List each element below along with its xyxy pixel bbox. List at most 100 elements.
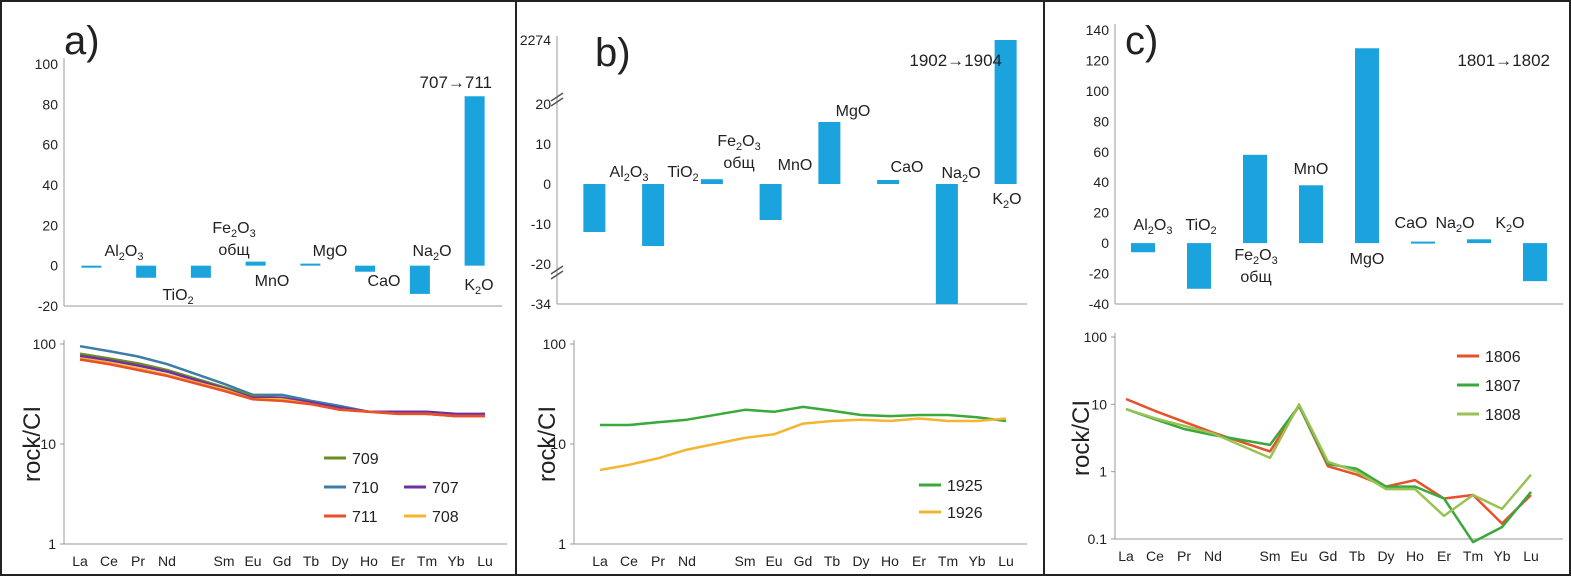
bar-category-label: MgO xyxy=(1350,251,1385,268)
legend-label-1925: 1925 xyxy=(947,478,983,495)
line-x-tick-label: Lu xyxy=(998,553,1014,569)
bar-y-tick-label: 2274 xyxy=(520,32,551,48)
line-x-tick-label: Lu xyxy=(477,553,493,569)
bar-CaO xyxy=(877,180,900,184)
line-x-tick-label: La xyxy=(72,553,88,569)
line-x-tick-label: Er xyxy=(1437,548,1451,564)
line-x-tick-label: Pr xyxy=(131,553,145,569)
bar-category-label: K2O xyxy=(992,191,1021,211)
bar-Na2O xyxy=(1467,239,1491,244)
line-x-tick-label: Dy xyxy=(331,553,348,569)
bar-category-label: MgO xyxy=(836,103,871,120)
line-x-tick-label: Ho xyxy=(881,553,899,569)
bar-category-label: Al2O3 xyxy=(610,164,649,184)
transition-annotation: 1902→1904 xyxy=(909,51,1002,70)
line-x-tick-label: Gd xyxy=(794,553,813,569)
line-x-tick-label: Sm xyxy=(214,553,235,569)
bar-y-tick-label: 100 xyxy=(35,56,59,72)
legend-label-1926: 1926 xyxy=(947,505,983,522)
bar-y-tick-label: 140 xyxy=(1086,22,1110,38)
line-y-tick-label: 100 xyxy=(543,336,567,352)
bar-y-tick-label: 0 xyxy=(1101,235,1109,251)
bar-K2O xyxy=(994,40,1017,184)
bar-y-tick-label: 80 xyxy=(1093,113,1109,129)
bar-category-label: TiO2 xyxy=(1185,217,1216,237)
bar-Na2O xyxy=(935,184,958,304)
bar-Fe2O3-общ xyxy=(1243,154,1267,244)
line-x-tick-label: Ho xyxy=(360,553,378,569)
bar-category-label: Fe2O3 xyxy=(212,220,255,240)
line-x-tick-label: La xyxy=(1118,548,1134,564)
bar-Na2O xyxy=(409,265,430,294)
bar-y-tick-label: 0 xyxy=(50,258,58,274)
panel-label: c) xyxy=(1125,19,1158,63)
bar-y-tick-label: 10 xyxy=(535,136,551,152)
bar-category-label: K2O xyxy=(464,277,493,297)
bar-y-tick-label: 60 xyxy=(1093,144,1109,160)
line-x-tick-label: Eu xyxy=(765,553,782,569)
bar-MgO xyxy=(818,122,841,184)
line-x-tick-label: Pr xyxy=(1177,548,1191,564)
bar-Al2O3 xyxy=(81,265,102,268)
bar-MnO xyxy=(245,261,266,266)
series-line-709 xyxy=(79,352,486,418)
line-x-tick-label: Nd xyxy=(678,553,696,569)
bar-Fe2O3-общ xyxy=(700,179,723,184)
bar-y-tick-label: 20 xyxy=(1093,205,1109,221)
line-x-tick-label: Tb xyxy=(824,553,841,569)
legend-label-711: 711 xyxy=(352,509,378,526)
bar-TiO2 xyxy=(642,184,665,246)
bar-CaO xyxy=(355,265,376,272)
bar-category-label: Na2O xyxy=(1435,215,1474,235)
series-line-710 xyxy=(79,344,486,418)
bar-MnO xyxy=(759,184,782,220)
line-y-tick-label: 0.1 xyxy=(1088,531,1108,547)
bar-MnO xyxy=(1299,185,1323,244)
bar-y-tick-label: -34 xyxy=(531,296,551,312)
line-x-tick-label: Sm xyxy=(1260,548,1281,564)
bar-K2O xyxy=(464,96,485,266)
bar-category-label: Fe2O3 xyxy=(1234,247,1277,267)
bar-TiO2 xyxy=(136,265,157,278)
line-x-tick-label: Ce xyxy=(100,553,118,569)
panel-a-chart: -20 0 20 40 60 80 100 Al2O3 TiO2 Fe2O3 общ MnO MgO Ca… xyxy=(19,19,507,569)
bar-y-tick-label: 120 xyxy=(1086,52,1110,68)
line-y-tick-label: 100 xyxy=(33,336,57,352)
legend-label-1807: 1807 xyxy=(1485,378,1521,395)
bar-category-label-extra: общ xyxy=(1240,269,1271,286)
bar-CaO xyxy=(1411,241,1435,244)
bar-y-tick-label: 0 xyxy=(543,176,551,192)
bar-y-tick-label: 40 xyxy=(42,177,58,193)
line-x-tick-label: Sm xyxy=(735,553,756,569)
line-x-tick-label: Tm xyxy=(938,553,958,569)
bar-category-label: TiO2 xyxy=(667,164,698,184)
line-y-tick-label: 100 xyxy=(1084,329,1108,345)
legend-label-707: 707 xyxy=(432,480,459,497)
bar-y-tick-label: -40 xyxy=(1089,296,1109,312)
bar-category-label: Na2O xyxy=(941,165,980,185)
panel-c: -40 -20 0 20 40 60 80 100 120 140 Al2O3 TiO2 Fe2O3 об… xyxy=(1043,0,1571,576)
panel-b-chart: -34 -20 -10 0 10 20 2274 Al2O3 TiO2 Fe2O3 общ MnO Mg… xyxy=(520,31,1027,569)
line-x-tick-label: Er xyxy=(391,553,405,569)
line-x-tick-label: Lu xyxy=(1523,548,1539,564)
line-x-tick-label: Nd xyxy=(158,553,176,569)
axis-break-mark xyxy=(550,265,564,275)
bar-category-label: TiO2 xyxy=(162,287,193,307)
line-x-tick-label: Gd xyxy=(1319,548,1338,564)
bar-Al2O3 xyxy=(583,184,606,232)
series-line-707 xyxy=(79,354,485,416)
line-x-tick-label: Tb xyxy=(303,553,320,569)
bar-y-tick-label: -20 xyxy=(531,256,551,272)
bar-category-label-extra: общ xyxy=(218,242,249,259)
legend-label-709: 709 xyxy=(352,451,379,468)
line-y-tick-label: 10 xyxy=(1091,396,1107,412)
line-y-axis-label: rock/CI xyxy=(19,406,46,482)
line-x-tick-label: Yb xyxy=(1493,548,1510,564)
line-y-tick-label: 10 xyxy=(550,436,566,452)
line-x-tick-label: Ce xyxy=(620,553,638,569)
panel-a: -20 0 20 40 60 80 100 Al2O3 TiO2 Fe2O3 общ MnO MgO Ca… xyxy=(0,0,517,576)
series-line-1806 xyxy=(1125,397,1532,525)
bar-category-label-extra: общ xyxy=(723,155,754,172)
line-x-tick-label: Ho xyxy=(1406,548,1424,564)
line-x-tick-label: Yb xyxy=(968,553,985,569)
